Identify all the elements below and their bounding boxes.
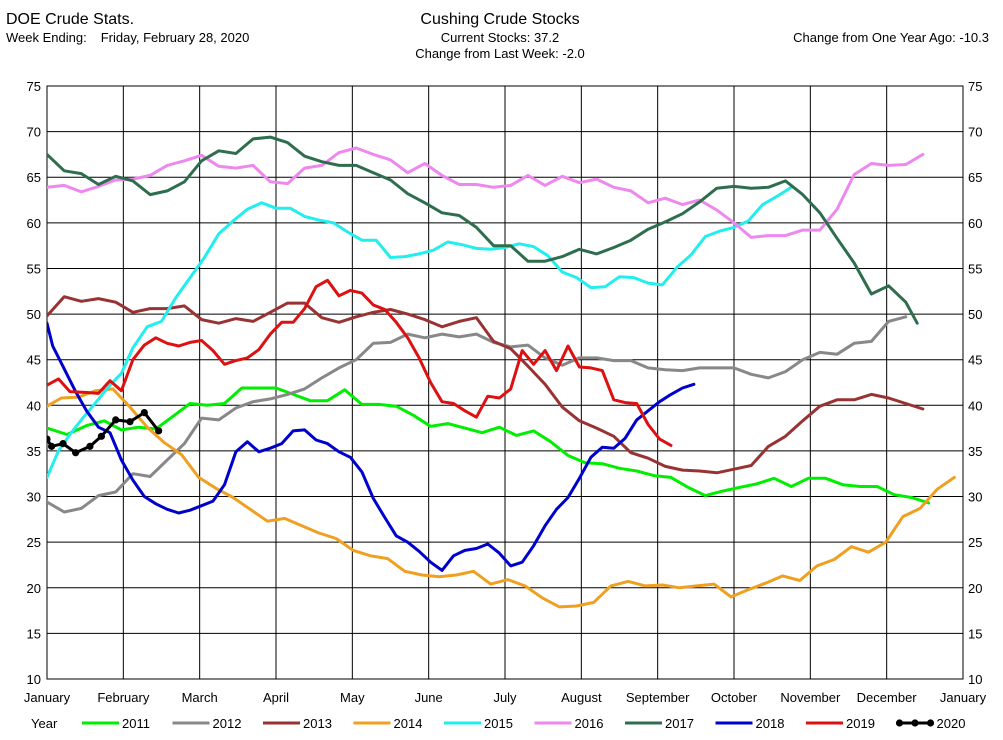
grid xyxy=(46,85,964,680)
current-stocks: Current Stocks: 37.2 xyxy=(440,30,560,45)
y-tick-label-left: 40 xyxy=(27,398,41,413)
legend-label-2017: 2017 xyxy=(665,716,694,731)
y-tick-label-right: 75 xyxy=(968,79,982,94)
legend-label-2015: 2015 xyxy=(484,716,513,731)
data-point-2020 xyxy=(126,418,134,426)
y-tick-label-left: 65 xyxy=(27,170,41,185)
legend-label-2019: 2019 xyxy=(846,716,875,731)
data-point-2020 xyxy=(140,409,148,417)
y-tick-label-left: 15 xyxy=(27,626,41,641)
y-tick-label-left: 55 xyxy=(27,261,41,276)
x-tick-label: January xyxy=(24,690,71,705)
data-point-2020 xyxy=(59,440,67,448)
y-tick-label-right: 20 xyxy=(968,581,982,596)
legend-label-2016: 2016 xyxy=(575,716,604,731)
y-tick-label-left: 20 xyxy=(27,581,41,596)
series-line-2019 xyxy=(47,278,673,447)
legend-marker xyxy=(926,719,935,727)
y-tick-label-left: 60 xyxy=(27,216,41,231)
legend-label-2014: 2014 xyxy=(394,716,423,731)
week-ending-label: Week Ending: xyxy=(6,30,87,45)
x-tick-label: June xyxy=(415,690,443,705)
legend: Year 2011 2012 2013 2014 2015 2016 2017 2018 2019… xyxy=(31,716,965,731)
week-ending: Week Ending: Friday, February 28, 2020 xyxy=(6,30,249,45)
y-tick-label-right: 70 xyxy=(968,125,982,140)
series-line-2014 xyxy=(47,387,956,609)
y-tick-label-right: 25 xyxy=(968,535,982,550)
x-tick-label: December xyxy=(857,690,918,705)
series-line-2013 xyxy=(47,295,925,475)
y-tick-label-right: 15 xyxy=(968,626,982,641)
y-tick-label-right: 10 xyxy=(968,672,982,687)
y-tick-label-right: 50 xyxy=(968,307,982,322)
y-tick-label-left: 45 xyxy=(27,353,41,368)
y-tick-label-left: 70 xyxy=(27,125,41,140)
y-tick-label-left: 35 xyxy=(27,444,41,459)
chart-title: Cushing Crude Stocks xyxy=(420,11,580,28)
x-tick-label: July xyxy=(493,690,517,705)
legend-label-2020: 2020 xyxy=(937,716,966,731)
legend-marker xyxy=(895,719,904,727)
series-line-2011 xyxy=(47,386,931,505)
x-tick-label: March xyxy=(182,690,218,705)
x-tick-label: January xyxy=(940,690,987,705)
change-from-one-year-ago: Change from One Year Ago: -10.3 xyxy=(793,30,989,45)
y-tick-label-right: 30 xyxy=(968,490,982,505)
data-point-2020 xyxy=(47,435,51,443)
axis-labels: 10 10 15 15 20 20 25 25 30 30 35 35 40 40 45 45 50 50 55 55… xyxy=(24,79,987,705)
data-point-2020 xyxy=(155,427,163,435)
x-tick-label: August xyxy=(561,690,602,705)
x-tick-label: April xyxy=(263,690,289,705)
legend-label-2013: 2013 xyxy=(303,716,332,731)
series-line-2017 xyxy=(47,135,919,325)
change-from-last-week: Change from Last Week: -2.0 xyxy=(415,46,585,61)
x-tick-label: September xyxy=(626,690,690,705)
data-point-2020 xyxy=(72,449,80,457)
y-tick-label-right: 35 xyxy=(968,444,982,459)
y-tick-label-right: 60 xyxy=(968,216,982,231)
y-tick-label-left: 50 xyxy=(27,307,41,322)
legend-label-2011: 2011 xyxy=(122,716,150,731)
series-line-2015 xyxy=(47,185,793,479)
x-tick-label: November xyxy=(780,690,841,705)
x-tick-label: February xyxy=(97,690,150,705)
x-tick-label: May xyxy=(340,690,365,705)
legend-label-2012: 2012 xyxy=(213,716,242,731)
y-tick-label-left: 30 xyxy=(27,490,41,505)
data-point-2020 xyxy=(112,416,120,424)
y-tick-label-left: 10 xyxy=(27,672,41,687)
report-title: DOE Crude Stats. xyxy=(6,11,135,28)
series-line-2012 xyxy=(47,315,908,514)
series-line-2020 xyxy=(47,411,161,455)
y-tick-label-right: 65 xyxy=(968,170,982,185)
y-tick-label-left: 25 xyxy=(27,535,41,550)
series-lines xyxy=(47,135,956,609)
x-tick-label: October xyxy=(711,690,758,705)
series-line-2018 xyxy=(47,321,696,572)
y-tick-label-right: 40 xyxy=(968,398,982,413)
data-point-2020 xyxy=(86,442,94,450)
chart-header: Cushing Crude Stocks Current Stocks: 37.… xyxy=(340,11,660,61)
week-ending-date: Friday, February 28, 2020 xyxy=(100,30,250,45)
legend-label-2018: 2018 xyxy=(756,716,785,731)
data-point-2020 xyxy=(47,442,56,450)
data-point-2020 xyxy=(97,432,105,440)
legend-marker xyxy=(911,719,919,727)
legend-title: Year xyxy=(31,716,58,731)
y-tick-label-right: 55 xyxy=(968,261,982,276)
series-line-2016 xyxy=(47,146,925,239)
y-tick-label-left: 75 xyxy=(27,79,41,94)
y-tick-label-right: 45 xyxy=(968,353,982,368)
